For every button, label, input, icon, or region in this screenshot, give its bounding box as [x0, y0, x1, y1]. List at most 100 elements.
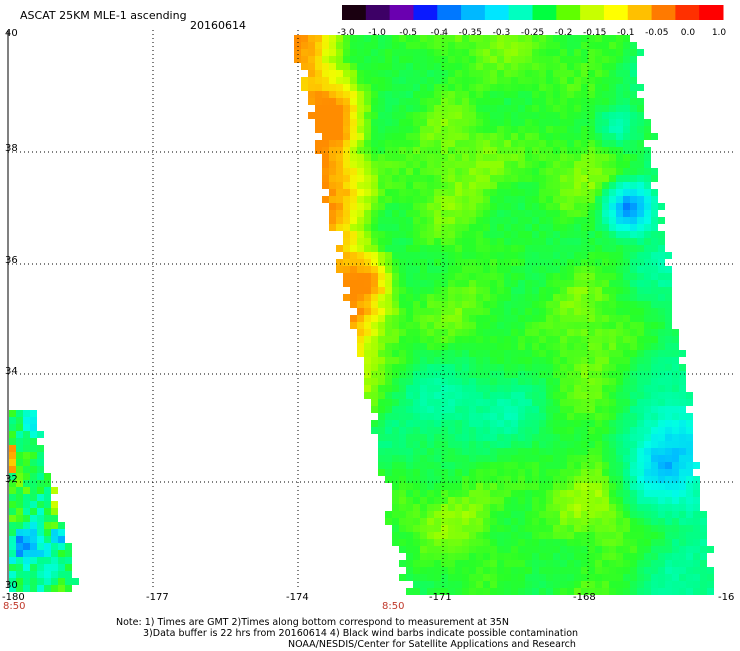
wind-cell — [630, 315, 637, 322]
wind-cell — [497, 119, 504, 126]
wind-cell — [616, 161, 623, 168]
wind-cell — [623, 287, 630, 294]
wind-cell — [539, 588, 546, 595]
wind-cell — [364, 133, 371, 140]
wind-cell — [623, 469, 630, 476]
wind-cell — [553, 77, 560, 84]
wind-cell — [434, 322, 441, 329]
wind-cell — [672, 560, 679, 567]
wind-cell — [623, 588, 630, 595]
wind-cell — [441, 63, 448, 70]
wind-cell — [623, 490, 630, 497]
wind-cell — [616, 455, 623, 462]
wind-cell — [553, 343, 560, 350]
wind-cell — [672, 553, 679, 560]
wind-cell — [434, 350, 441, 357]
wind-cell — [574, 413, 581, 420]
wind-cell — [469, 119, 476, 126]
wind-cell — [616, 364, 623, 371]
wind-cell — [546, 301, 553, 308]
wind-cell — [504, 35, 511, 42]
wind-cell — [72, 578, 79, 585]
wind-cell — [581, 469, 588, 476]
wind-cell — [399, 147, 406, 154]
wind-cell — [518, 364, 525, 371]
wind-cell — [665, 469, 672, 476]
wind-cell — [616, 56, 623, 63]
wind-cell — [651, 567, 658, 574]
wind-cell — [413, 574, 420, 581]
wind-cell — [448, 581, 455, 588]
wind-cell — [399, 441, 406, 448]
wind-cell — [497, 105, 504, 112]
wind-cell — [378, 294, 385, 301]
wind-cell — [616, 70, 623, 77]
wind-cell — [294, 42, 301, 49]
wind-cell — [546, 518, 553, 525]
wind-cell — [455, 574, 462, 581]
wind-cell — [30, 417, 37, 424]
wind-cell — [518, 378, 525, 385]
wind-cell — [567, 497, 574, 504]
wind-cell — [560, 399, 567, 406]
wind-cell — [525, 399, 532, 406]
wind-cell — [434, 231, 441, 238]
wind-cell — [532, 133, 539, 140]
wind-cell — [385, 322, 392, 329]
wind-cell — [532, 329, 539, 336]
wind-cell — [413, 42, 420, 49]
wind-cell — [392, 539, 399, 546]
wind-cell — [462, 252, 469, 259]
wind-cell — [595, 154, 602, 161]
wind-cell — [483, 539, 490, 546]
wind-cell — [602, 497, 609, 504]
wind-cell — [511, 371, 518, 378]
wind-cell — [574, 343, 581, 350]
wind-cell — [469, 126, 476, 133]
wind-cell — [595, 280, 602, 287]
wind-cell — [581, 483, 588, 490]
wind-cell — [658, 560, 665, 567]
wind-cell — [616, 469, 623, 476]
wind-cell — [392, 35, 399, 42]
wind-cell — [623, 511, 630, 518]
wind-cell — [455, 203, 462, 210]
wind-cell — [574, 336, 581, 343]
wind-cell — [30, 438, 37, 445]
wind-cell — [511, 259, 518, 266]
wind-cell — [602, 336, 609, 343]
wind-cell — [322, 98, 329, 105]
wind-cell — [322, 70, 329, 77]
wind-cell — [371, 259, 378, 266]
wind-cell — [420, 49, 427, 56]
wind-cell — [595, 56, 602, 63]
wind-cell — [399, 266, 406, 273]
wind-cell — [371, 56, 378, 63]
wind-cell — [581, 49, 588, 56]
wind-cell — [609, 49, 616, 56]
wind-cell — [567, 336, 574, 343]
wind-cell — [399, 483, 406, 490]
wind-cell — [413, 413, 420, 420]
wind-cell — [602, 308, 609, 315]
wind-cell — [476, 315, 483, 322]
wind-cell — [434, 329, 441, 336]
wind-cell — [588, 294, 595, 301]
wind-cell — [392, 259, 399, 266]
wind-cell — [476, 553, 483, 560]
wind-cell — [686, 427, 693, 434]
wind-cell — [616, 462, 623, 469]
wind-cell — [560, 98, 567, 105]
wind-cell — [616, 98, 623, 105]
wind-cell — [595, 84, 602, 91]
wind-cell — [567, 42, 574, 49]
wind-cell — [588, 455, 595, 462]
wind-cell — [637, 525, 644, 532]
wind-cell — [392, 70, 399, 77]
wind-cell — [462, 434, 469, 441]
wind-cell — [44, 571, 51, 578]
wind-cell — [448, 182, 455, 189]
wind-cell — [385, 49, 392, 56]
wind-cell — [679, 546, 686, 553]
wind-cell — [357, 182, 364, 189]
